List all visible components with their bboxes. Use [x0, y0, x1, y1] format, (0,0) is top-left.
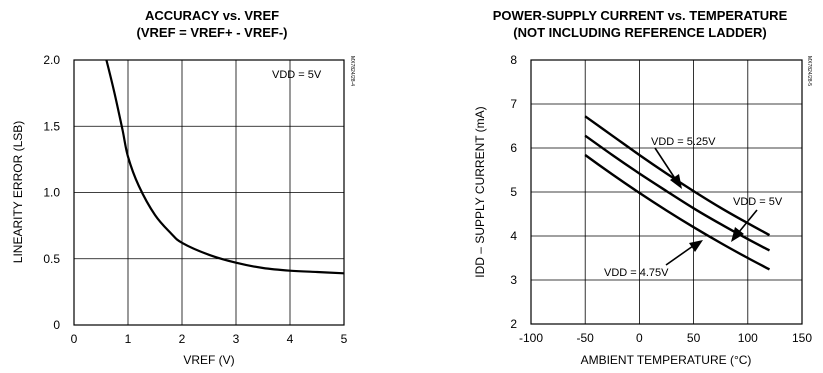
chart1-x-tick-label: 2 — [179, 332, 186, 346]
chart2-y-tick-label: 7 — [510, 97, 517, 111]
chart2-y-axis-label: IDD – SUPPLY CURRENT (mA) — [473, 106, 487, 277]
chart2-x-tick-label: 0 — [636, 331, 643, 345]
chart2-x-tick-label: 50 — [687, 331, 701, 345]
chart2-arrow-5v25 — [654, 147, 682, 189]
chart1-subtitle: (VREF = VREF+ - VREF-) — [137, 25, 288, 40]
chart2-x-tick-label: 150 — [792, 331, 812, 345]
chart1-y-tick-labels: 0 0.5 1.0 1.5 2.0 — [43, 53, 60, 332]
chart2-x-axis-label: AMBIENT TEMPERATURE (°C) — [581, 353, 752, 367]
chart2-subtitle: (NOT INCLUDING REFERENCE LADDER) — [513, 25, 767, 40]
chart2-y-tick-label: 3 — [510, 273, 517, 287]
chart1-x-axis-label: VREF (V) — [183, 353, 234, 367]
chart1-x-tick-label: 1 — [125, 332, 132, 346]
chart2-series-line-3 — [584, 154, 771, 271]
chart1-x-tick-label: 0 — [71, 332, 78, 346]
chart1-y-tick-label: 1.5 — [43, 119, 60, 133]
chart2-legend-label-5v: VDD = 5V — [733, 196, 783, 208]
chart1-y-axis-label: LINEARITY ERROR (LSB) — [11, 121, 25, 263]
chart1-title: ACCURACY vs. VREF — [145, 8, 279, 23]
chart2-side-id: MX7824/28-5 — [806, 56, 812, 86]
chart1-y-tick-label: 2.0 — [43, 53, 60, 67]
chart1-y-tick-label: 1.0 — [43, 186, 60, 200]
chart2-y-tick-label: 2 — [510, 317, 517, 331]
chart1-y-tick-label: 0.5 — [43, 252, 60, 266]
chart2-series-line-2 — [584, 134, 771, 252]
chart2-legend-label-4v75: VDD = 4.75V — [604, 267, 669, 279]
chart2-x-tick-label: 100 — [738, 331, 758, 345]
chart-accuracy: ACCURACY vs. VREF (VREF = VREF+ - VREF-)… — [11, 8, 355, 367]
chart2-y-tick-label: 4 — [510, 229, 517, 243]
chart1-side-id: MX7824/28-4 — [349, 56, 355, 86]
chart2-x-tick-label: -50 — [577, 331, 595, 345]
chart1-x-tick-label: 5 — [341, 332, 348, 346]
chart-power-supply-current: POWER-SUPPLY CURRENT vs. TEMPERATURE (NO… — [473, 8, 812, 367]
chart1-x-tick-label: 3 — [233, 332, 240, 346]
chart2-y-tick-label: 6 — [510, 141, 517, 155]
chart1-y-tick-label: 0 — [53, 318, 60, 332]
chart2-title: POWER-SUPPLY CURRENT vs. TEMPERATURE — [493, 8, 788, 23]
chart2-y-tick-label: 8 — [510, 53, 517, 67]
chart2-y-tick-label: 5 — [510, 185, 517, 199]
chart2-legend-label-5v25: VDD = 5.25V — [651, 136, 716, 148]
chart1-x-tick-labels: 0 1 2 3 4 5 — [71, 332, 348, 346]
chart1-annotation: VDD = 5V — [272, 69, 322, 81]
chart2-y-tick-labels: 2 3 4 5 6 7 8 — [510, 53, 517, 331]
chart2-x-tick-label: -100 — [519, 331, 543, 345]
chart2-arrow-4v75 — [665, 240, 703, 266]
chart1-x-tick-label: 4 — [287, 332, 294, 346]
chart1-grid — [74, 60, 344, 325]
chart1-series-line — [105, 59, 345, 275]
chart2-arrow-5v — [731, 209, 758, 242]
chart2-x-tick-labels: -100 -50 0 50 100 150 — [519, 331, 812, 345]
